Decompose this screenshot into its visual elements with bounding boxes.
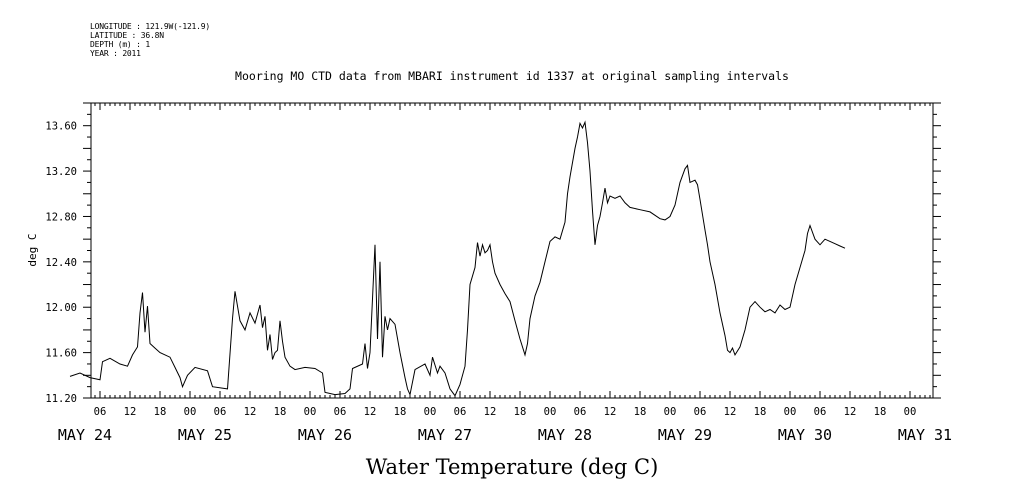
x-hour-label: 06 — [94, 406, 107, 418]
header-depth: DEPTH (m) : 1 — [90, 40, 151, 49]
x-day-label: MAY 30 — [778, 426, 832, 444]
x-hour-label: 06 — [574, 406, 587, 418]
x-hour-label: 00 — [544, 406, 557, 418]
x-day-label: MAY 29 — [658, 426, 712, 444]
chart-title: Mooring MO CTD data from MBARI instrumen… — [235, 69, 789, 83]
x-hour-label: 00 — [904, 406, 917, 418]
y-tick-label: 12.40 — [45, 257, 77, 269]
x-day-label: MAY 28 — [538, 426, 592, 444]
x-hour-label: 18 — [874, 406, 887, 418]
x-hour-label: 12 — [604, 406, 617, 418]
x-hour-label: 18 — [394, 406, 407, 418]
x-day-label: MAY 26 — [298, 426, 352, 444]
series-line — [69, 120, 846, 397]
x-hour-label: 18 — [154, 406, 167, 418]
x-day-label: MAY 25 — [178, 426, 232, 444]
y-tick-label: 13.20 — [45, 166, 77, 178]
header-latitude: LATITUDE : 36.8N — [90, 31, 164, 40]
x-hour-label: 12 — [124, 406, 137, 418]
x-axis-hour-labels: 06 12 18 00 06 12 18 00 06 12 18 00 06 12 18 00 06 12 18 00… — [94, 406, 917, 418]
plot-frame — [90, 102, 934, 399]
x-hour-label: 12 — [364, 406, 377, 418]
x-hour-label: 12 — [244, 406, 257, 418]
header-longitude: LONGITUDE : 121.9W(-121.9) — [90, 22, 211, 31]
x-hour-label: 12 — [484, 406, 497, 418]
x-day-label: MAY 24 — [58, 426, 112, 444]
x-hour-label: 00 — [664, 406, 677, 418]
x-hour-label: 00 — [784, 406, 797, 418]
header-year: YEAR : 2011 — [90, 49, 141, 58]
y-tick-label: 12.80 — [45, 211, 77, 223]
x-axis-title: Water Temperature (deg C) — [366, 455, 659, 479]
x-hour-label: 06 — [814, 406, 827, 418]
x-hour-label: 18 — [274, 406, 287, 418]
x-hour-label: 00 — [184, 406, 197, 418]
axis-ticks — [83, 102, 941, 399]
y-tick-label: 11.20 — [45, 393, 77, 405]
x-day-label: MAY 31 — [898, 426, 952, 444]
x-hour-label: 06 — [694, 406, 707, 418]
y-axis-labels: 11.20 11.60 12.00 12.40 12.80 13.20 13.60 — [45, 121, 77, 405]
y-tick-label: 12.00 — [45, 302, 77, 314]
x-day-label: MAY 27 — [418, 426, 472, 444]
y-tick-label: 13.60 — [45, 121, 77, 133]
y-tick-label: 11.60 — [45, 348, 77, 360]
x-hour-label: 12 — [844, 406, 857, 418]
x-hour-label: 00 — [304, 406, 317, 418]
x-hour-label: 18 — [634, 406, 647, 418]
x-hour-label: 06 — [214, 406, 227, 418]
x-hour-label: 06 — [334, 406, 347, 418]
x-hour-label: 12 — [724, 406, 737, 418]
x-hour-label: 18 — [754, 406, 767, 418]
x-hour-label: 00 — [424, 406, 437, 418]
x-axis-day-labels: MAY 24 MAY 25 MAY 26 MAY 27 MAY 28 MAY 29 MAY … — [58, 426, 952, 444]
y-axis-title: deg C — [26, 233, 39, 266]
x-hour-label: 18 — [514, 406, 527, 418]
x-hour-label: 06 — [454, 406, 467, 418]
